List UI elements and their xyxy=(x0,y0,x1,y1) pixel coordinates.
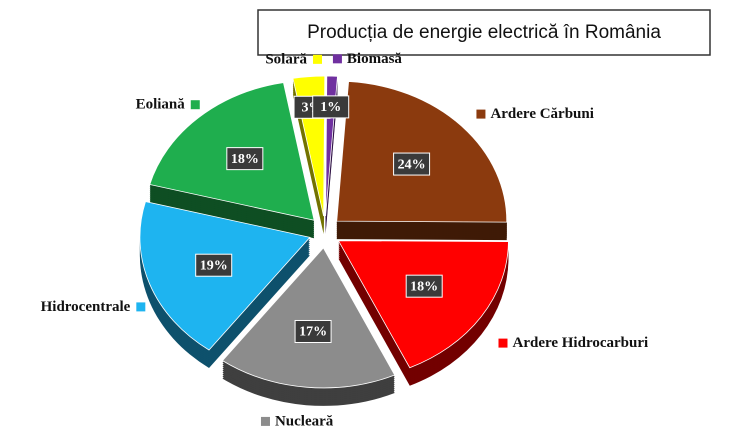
labels: 24% Ardere Cărbuni 18% Ardere Hidrocarburi 1… xyxy=(41,51,649,430)
legend-marker xyxy=(136,302,146,312)
data-label: 19% xyxy=(200,258,228,273)
data-label: 18% xyxy=(231,152,259,167)
category-label: Eoliană xyxy=(136,97,186,113)
slice xyxy=(336,81,508,223)
legend-marker xyxy=(476,109,486,119)
data-label-box xyxy=(393,152,431,176)
legend-marker xyxy=(260,416,270,426)
title-box xyxy=(257,9,711,56)
data-label-box xyxy=(294,319,332,343)
category-label: Ardere Hidrocarburi xyxy=(512,335,648,351)
data-label: 17% xyxy=(299,325,327,340)
data-label: 1% xyxy=(320,100,341,115)
data-label: 24% xyxy=(398,157,426,172)
data-label-box xyxy=(312,95,350,119)
chart-title: Producția de energie electrică în Români… xyxy=(307,22,661,43)
category-label: Nucleară xyxy=(275,413,334,429)
slice xyxy=(221,247,396,389)
data-label-box xyxy=(195,253,233,277)
slice xyxy=(337,240,509,369)
category-label: Ardere Cărbuni xyxy=(490,106,593,122)
category-label: Solară xyxy=(265,51,307,67)
legend-marker xyxy=(190,100,200,110)
legend-marker xyxy=(332,54,342,64)
data-label-box xyxy=(405,274,443,298)
category-label: Hidrocentrale xyxy=(41,299,131,315)
legend-marker xyxy=(498,338,508,348)
category-label: Biomasă xyxy=(347,51,403,67)
data-label-box xyxy=(226,147,264,171)
legend-marker xyxy=(313,54,323,64)
data-label: 18% xyxy=(410,279,438,294)
